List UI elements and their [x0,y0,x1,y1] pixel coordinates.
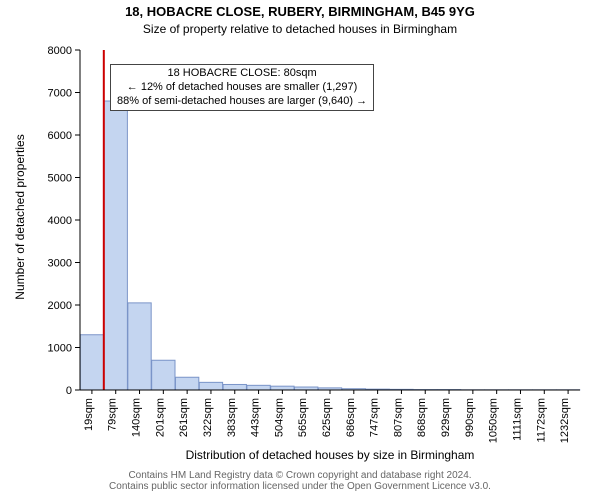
x-tick-label: 261sqm [178,398,190,437]
annotation-line-3: 88% of semi-detached houses are larger (… [117,95,367,109]
x-tick-label: 1111sqm [511,398,523,441]
histogram-bar [128,303,151,390]
histogram-bar [271,386,294,390]
svg-text:0: 0 [66,385,72,397]
x-tick-label: 504sqm [273,398,285,437]
x-tick-label: 868sqm [416,398,428,437]
footer-credit: Contains HM Land Registry data © Crown c… [0,470,600,492]
svg-text:2000: 2000 [48,300,72,312]
svg-text:8000: 8000 [48,45,72,57]
svg-text:6000: 6000 [48,130,72,142]
footer-line-1: Contains HM Land Registry data © Crown c… [0,470,600,481]
histogram-bar [199,382,222,390]
svg-text:3000: 3000 [48,258,72,270]
svg-text:7000: 7000 [48,88,72,100]
x-tick-label: 747sqm [369,398,381,437]
x-tick-label: 929sqm [440,398,452,437]
x-tick-label: 990sqm [464,398,476,437]
svg-text:1000: 1000 [48,343,72,355]
x-tick-label: 1050sqm [488,398,500,443]
annotation-line-2: ← 12% of detached houses are smaller (1,… [117,81,367,95]
x-tick-label: 686sqm [345,398,357,437]
x-tick-label: 807sqm [392,398,404,437]
x-tick-label: 1232sqm [559,398,571,443]
x-tick-label: 201sqm [154,398,166,437]
x-axis-caption: Distribution of detached houses by size … [80,448,580,462]
x-tick-label: 565sqm [297,398,309,437]
x-tick-label: 1172sqm [535,398,547,442]
x-tick-label: 625sqm [321,398,333,437]
x-tick-label: 19sqm [83,398,95,431]
histogram-bar [152,360,175,390]
x-tick-label: 443sqm [250,398,262,437]
x-tick-label: 79sqm [107,398,119,431]
annotation-line-1: 18 HOBACRE CLOSE: 80sqm [117,67,367,81]
footer-line-2: Contains public sector information licen… [0,481,600,492]
svg-text:4000: 4000 [48,215,72,227]
histogram-bar [80,335,103,390]
annotation-box: 18 HOBACRE CLOSE: 80sqm ← 12% of detache… [110,64,374,111]
histogram-bar [104,101,127,390]
histogram-bar [175,377,198,390]
x-tick-label: 383sqm [226,398,238,437]
svg-text:5000: 5000 [48,173,72,185]
x-tick-label: 322sqm [202,398,214,437]
histogram-bar [247,385,270,390]
histogram-bar [223,384,246,390]
x-tick-label: 140sqm [131,398,143,437]
